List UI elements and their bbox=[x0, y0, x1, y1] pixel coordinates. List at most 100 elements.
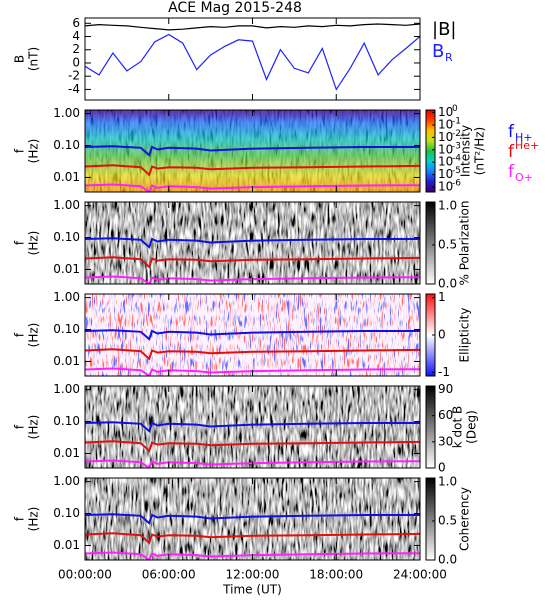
y-tick-label: 0.10 bbox=[53, 230, 80, 244]
y-tick-label: 0.10 bbox=[53, 506, 80, 520]
y-tick-label: 1.00 bbox=[53, 382, 80, 396]
colorbar-tick-label: 0.5 bbox=[438, 237, 457, 251]
x-tick-label: 00:00:00 bbox=[58, 568, 112, 582]
y-tick-label: 0.01 bbox=[53, 262, 80, 276]
series-line bbox=[85, 532, 420, 545]
colorbar-label: % Polarization bbox=[458, 201, 472, 286]
colorbar-tick-label: 10 bbox=[438, 105, 453, 119]
y-axis-label: f bbox=[13, 516, 27, 521]
colorbar-label: (Deg) bbox=[465, 410, 479, 444]
y-axis-label: (Hz) bbox=[27, 139, 41, 164]
y-tick-label: 1.00 bbox=[53, 474, 80, 488]
colorbar-tick-label: 0.0 bbox=[438, 277, 457, 291]
series-line bbox=[85, 23, 420, 31]
y-axis-label: (Hz) bbox=[27, 415, 41, 440]
colorbar-tick-label: 10 bbox=[438, 167, 453, 181]
colorbar-tick-label: 10 bbox=[438, 180, 453, 194]
series-line bbox=[85, 513, 420, 525]
x-tick-label: 24:00:00 bbox=[393, 568, 447, 582]
colorbar-tick-exponent: -2 bbox=[452, 129, 461, 139]
y-tick-label: 1.00 bbox=[53, 198, 80, 212]
x-axis-label: Time (UT) bbox=[222, 583, 282, 597]
y-axis-label: f bbox=[13, 148, 27, 153]
panel: 1.000.100.01f (Hz)10010-110-210-310-410-5… bbox=[13, 104, 540, 194]
colorbar-tick-label: 10 bbox=[438, 130, 453, 144]
colorbar-tick-label: 1.0 bbox=[438, 474, 457, 488]
colorbar-label: k dot B bbox=[451, 406, 465, 448]
y-tick-label: 0.01 bbox=[53, 354, 80, 368]
y-tick-label: 0 bbox=[72, 55, 80, 69]
colorbar-tick-label: 0.5 bbox=[438, 513, 457, 527]
legend-label: |B| bbox=[432, 19, 456, 40]
spectrogram-texture bbox=[85, 110, 420, 192]
panel: 1.00 0.10 0.01 f (Hz) -1 0 1 Ellipticity bbox=[13, 290, 472, 379]
colorbar-tick-exponent: -6 bbox=[452, 179, 461, 189]
colorbar-tick-exponent: -3 bbox=[452, 141, 461, 151]
y-tick-label: 0.10 bbox=[53, 138, 80, 152]
colorbar-tick-label: 1 bbox=[438, 290, 446, 304]
colorbar-label: Coherency bbox=[458, 487, 472, 551]
series-line bbox=[85, 440, 420, 453]
spectrogram-image bbox=[85, 478, 420, 560]
spectrogram-image bbox=[85, 386, 420, 468]
y-axis-label: (Hz) bbox=[27, 507, 41, 532]
panel: 1.00 0.10 0.01 f (Hz) 0 30 60 90 k dot B (Deg) bbox=[13, 382, 479, 475]
series-line bbox=[85, 145, 420, 157]
series-line bbox=[85, 237, 420, 249]
y-axis-label: (Hz) bbox=[27, 323, 41, 348]
series-line bbox=[85, 421, 420, 433]
series-line bbox=[85, 164, 420, 177]
legend-label: B bbox=[432, 41, 444, 62]
legend-label: f bbox=[508, 122, 515, 142]
legend-label: f bbox=[508, 162, 515, 182]
series-line bbox=[85, 256, 420, 269]
y-tick-label: 0.01 bbox=[53, 170, 80, 184]
colorbar-tick-label: -1 bbox=[438, 365, 450, 379]
y-axis-label: f bbox=[13, 240, 27, 245]
y-tick-label: 4 bbox=[72, 29, 80, 43]
plot-area bbox=[85, 386, 420, 468]
y-tick-label: -4 bbox=[68, 82, 80, 96]
y-axis-label: f bbox=[13, 332, 27, 337]
colorbar bbox=[425, 477, 436, 561]
colorbar-tick-exponent: -4 bbox=[452, 154, 461, 164]
legend-subscript: He+ bbox=[515, 139, 539, 152]
y-axis-label: (Hz) bbox=[27, 231, 41, 256]
y-axis-label: f bbox=[13, 424, 27, 429]
colorbar-tick-label: 10 bbox=[438, 142, 453, 156]
y-tick-label: 1.00 bbox=[53, 106, 80, 120]
x-tick-label: 06:00:00 bbox=[142, 568, 196, 582]
colorbar bbox=[425, 201, 436, 285]
colorbar-label: Ellipticity bbox=[458, 308, 472, 363]
plot-area bbox=[85, 23, 420, 91]
colorbar-label: Intensity bbox=[459, 125, 473, 177]
x-tick-label: 18:00:00 bbox=[309, 568, 363, 582]
panel: 1.00 0.10 0.01 f (Hz) 0.0 0.5 1.0% Polarization bbox=[13, 198, 472, 290]
panel: 1.00 0.10 0.01 00:00:00 06:00:00 12:00:00 18:0… bbox=[13, 474, 472, 596]
series-line bbox=[85, 329, 420, 341]
y-tick-label: 0.10 bbox=[53, 414, 80, 428]
colorbar-tick-label: 0 bbox=[438, 328, 446, 342]
series-line bbox=[85, 33, 420, 91]
legend-subscript: R bbox=[445, 51, 453, 64]
colorbar-tick-exponent: -1 bbox=[452, 116, 461, 126]
legend-subscript: H+ bbox=[515, 131, 533, 144]
y-tick-label: 0.01 bbox=[53, 538, 80, 552]
colorbar-tick-label: 60 bbox=[438, 408, 453, 422]
colorbar-tick-label: 0 bbox=[438, 461, 446, 475]
plot-frame bbox=[84, 17, 421, 101]
y-tick-label: 6 bbox=[72, 16, 80, 30]
series-line bbox=[85, 348, 420, 361]
colorbar bbox=[425, 109, 436, 193]
colorbar-tick-label: 0.0 bbox=[438, 553, 457, 567]
y-tick-label: 0.10 bbox=[53, 322, 80, 336]
spectrogram-image bbox=[85, 294, 420, 376]
colorbar-tick-label: 10 bbox=[438, 117, 453, 131]
y-tick-label: 0.01 bbox=[53, 446, 80, 460]
legend-subscript: O+ bbox=[515, 171, 533, 184]
colorbar-tick-label: 30 bbox=[438, 434, 453, 448]
plot-area bbox=[85, 478, 420, 560]
